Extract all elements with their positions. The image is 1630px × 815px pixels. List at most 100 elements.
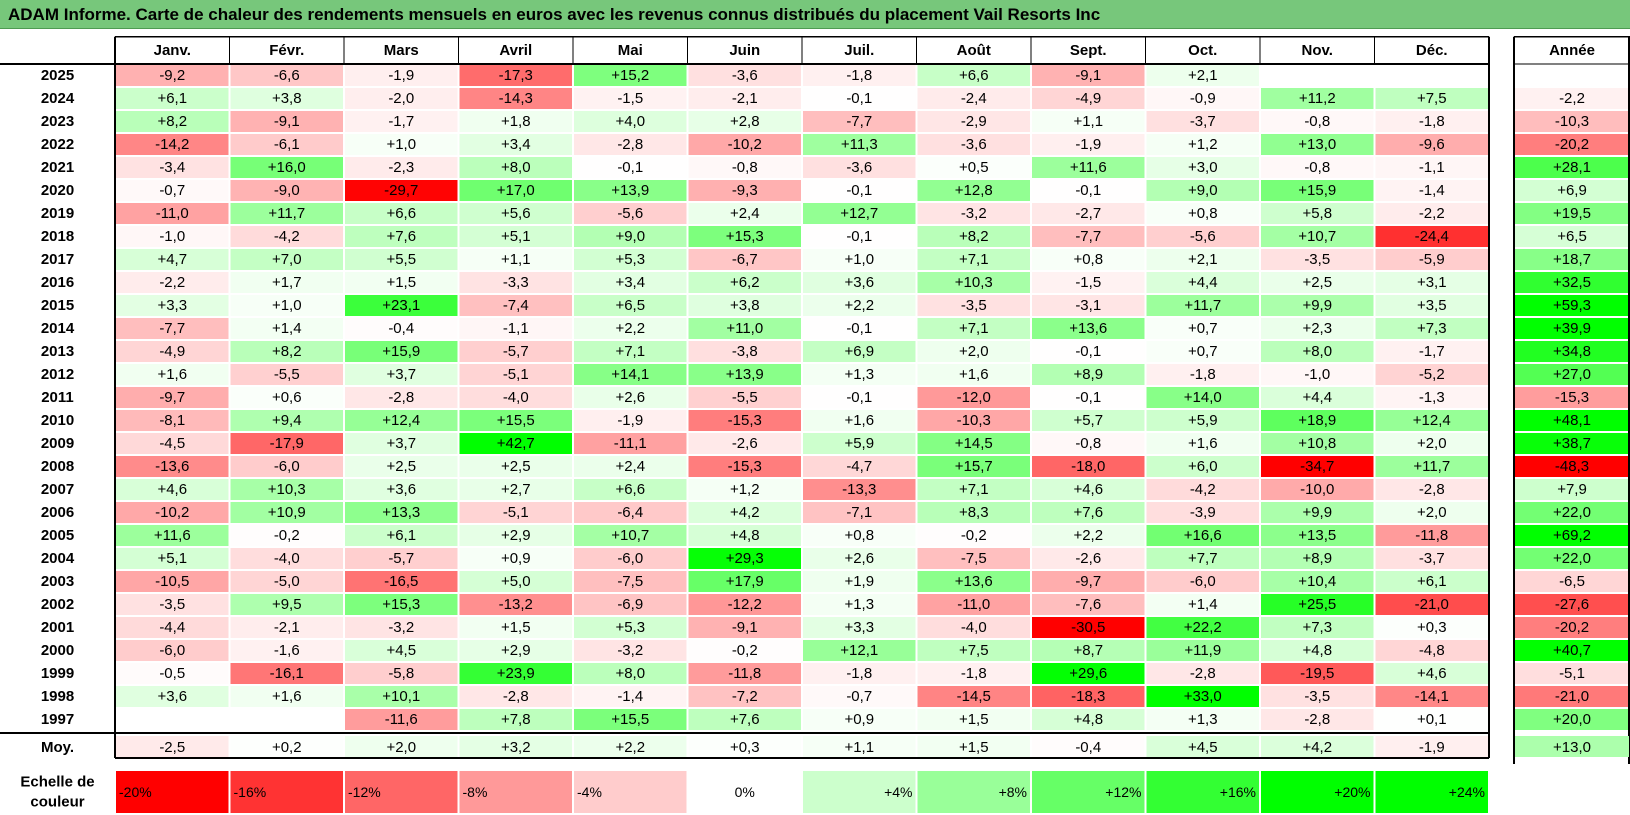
- scale-label: -16%: [234, 784, 267, 800]
- heatmap-cell: [688, 318, 801, 339]
- cell-value: -1,4: [617, 688, 643, 705]
- heatmap-cell: [345, 571, 458, 592]
- heatmap-cell: [574, 594, 687, 615]
- scale-label-line1: Echelle de: [20, 774, 94, 791]
- month-header-cell: [458, 36, 574, 65]
- heatmap-cell: [803, 318, 916, 339]
- scale-swatch: [1261, 771, 1374, 813]
- heatmap-cell: [574, 640, 687, 661]
- cell-value: +4,6: [1073, 481, 1103, 498]
- heatmap-cell: [459, 157, 572, 178]
- cell-value: +4,6: [1417, 665, 1447, 682]
- cell-value: +10,7: [611, 527, 649, 544]
- cell-value: +8,7: [1073, 642, 1103, 659]
- annual-value: -6,5: [1559, 573, 1585, 590]
- heatmap-cell: [1146, 364, 1259, 385]
- cell-value: +7,1: [959, 320, 989, 337]
- cell-value: -1,0: [159, 228, 185, 245]
- annual-cell: [1515, 341, 1629, 362]
- heatmap-cell: [917, 157, 1030, 178]
- annual-value: +40,7: [1553, 642, 1591, 659]
- heatmap-cell: [917, 134, 1030, 155]
- heatmap-cell: [688, 65, 801, 86]
- heatmap-cell: [1032, 525, 1145, 546]
- cell-value: -10,2: [728, 136, 762, 153]
- month-header-label: Mai: [618, 42, 643, 59]
- heatmap-cell: [803, 295, 916, 316]
- heatmap-cell: [116, 663, 229, 684]
- cell-value: -1,0: [1304, 366, 1330, 383]
- cell-value: -5,5: [274, 366, 300, 383]
- cell-value: +7,0: [272, 251, 302, 268]
- cell-value: -11,1: [614, 435, 647, 452]
- heatmap-cell: [459, 364, 572, 385]
- cell-value: -15,3: [728, 412, 762, 429]
- heatmap-cell: [1146, 686, 1259, 707]
- heatmap-cell: [1032, 272, 1145, 293]
- year-label: 2003: [41, 573, 74, 590]
- cell-value: -0,5: [159, 665, 185, 682]
- cell-value: -5,1: [503, 366, 529, 383]
- heatmap-cell: [688, 617, 801, 638]
- heatmap-cell: [574, 387, 687, 408]
- heatmap-cell: [1032, 88, 1145, 109]
- year-label: 2016: [41, 274, 74, 291]
- heatmap-cell: [459, 387, 572, 408]
- cell-value: +8,2: [272, 343, 302, 360]
- cell-value: +3,4: [501, 136, 531, 153]
- cell-value: +2,3: [1302, 320, 1332, 337]
- heatmap-cell: [917, 410, 1030, 431]
- heatmap-cell: [345, 640, 458, 661]
- cell-value: +15,9: [382, 343, 420, 360]
- cell-value: -0,1: [846, 182, 872, 199]
- heatmap-cell: [1032, 295, 1145, 316]
- heatmap-cell: [1261, 249, 1374, 270]
- annual-cell: [1515, 433, 1629, 454]
- heatmap-cell: [230, 364, 343, 385]
- cell-value: +6,6: [615, 481, 645, 498]
- heatmap-cell: [345, 111, 458, 132]
- heatmap-cell: [803, 272, 916, 293]
- cell-value: +1,3: [1188, 711, 1218, 728]
- cell-value: -1,7: [1419, 343, 1445, 360]
- annual-value: -48,3: [1555, 458, 1589, 475]
- average-label: Moy.: [41, 739, 74, 756]
- heatmap-cell: [1375, 617, 1488, 638]
- cell-value: -18,0: [1071, 458, 1105, 475]
- cell-value: +8,2: [959, 228, 989, 245]
- heatmap-cell: [230, 433, 343, 454]
- cell-value: +7,8: [501, 711, 531, 728]
- cell-value: +16,6: [1184, 527, 1222, 544]
- scale-swatch: [1032, 771, 1145, 813]
- cell-value: -5,5: [732, 389, 758, 406]
- cell-value: -1,4: [1419, 182, 1445, 199]
- annual-cell: [1515, 663, 1629, 684]
- heatmap-cell: [345, 226, 458, 247]
- cell-value: -0,1: [846, 90, 872, 107]
- cell-value: -11,0: [957, 596, 990, 613]
- cell-value: -0,2: [732, 642, 758, 659]
- scale-label: -20%: [119, 784, 152, 800]
- heatmap-cell: [688, 709, 801, 730]
- heatmap-cell: [1032, 594, 1145, 615]
- annual-value: +32,5: [1553, 274, 1591, 291]
- heatmap-cell: [459, 686, 572, 707]
- cell-value: +7,5: [1417, 90, 1447, 107]
- cell-value: -15,3: [728, 458, 762, 475]
- cell-value: -3,5: [1304, 688, 1330, 705]
- cell-value: +15,7: [955, 458, 993, 475]
- cell-value: -4,0: [961, 619, 987, 636]
- cell-value: +6,1: [386, 527, 416, 544]
- heatmap-cell: [1032, 157, 1145, 178]
- cell-value: +15,2: [611, 67, 649, 84]
- heatmap-cell: [574, 617, 687, 638]
- heatmap-cell: [1032, 640, 1145, 661]
- cell-value: +12,8: [955, 182, 993, 199]
- cell-value: -1,7: [388, 113, 414, 130]
- cell-value: +11,6: [1070, 159, 1107, 176]
- cell-value: -9,0: [274, 182, 300, 199]
- cell-value: +2,5: [501, 458, 531, 475]
- heatmap-cell: [803, 157, 916, 178]
- year-label: 2006: [41, 504, 74, 521]
- annual-value: -20,2: [1555, 136, 1589, 153]
